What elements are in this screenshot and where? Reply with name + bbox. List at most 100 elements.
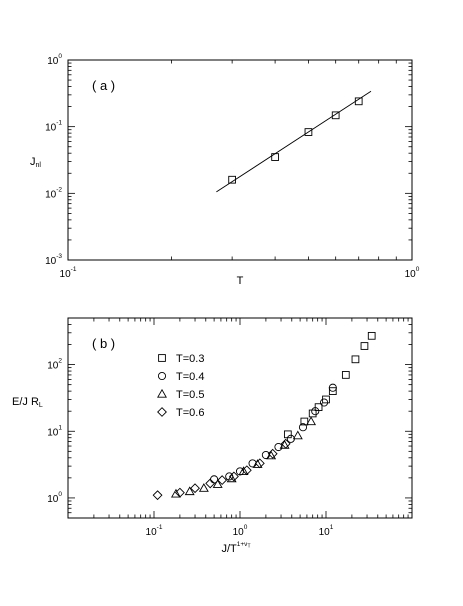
- data-point: [254, 458, 265, 469]
- data-point: [300, 417, 309, 426]
- data-point: [283, 430, 292, 439]
- tick-label-base: 10: [47, 56, 59, 67]
- data-point: [228, 471, 239, 482]
- tick-label-exponent: 0: [244, 524, 248, 531]
- tick-label-base: 10: [47, 361, 59, 372]
- y-axis-label-subscript: nl: [36, 162, 42, 169]
- legend: T=0.3 T=0.4 T=0.5 T=0.6: [157, 353, 204, 419]
- data-point: [152, 490, 163, 501]
- tick-label: 100: [47, 491, 62, 505]
- data-point: [261, 450, 270, 460]
- data-point: [238, 466, 249, 476]
- tick-label: 102: [47, 358, 62, 372]
- data-point: [292, 430, 303, 440]
- data-point: [212, 479, 223, 488]
- data-point: [320, 398, 329, 407]
- data-point: [241, 465, 252, 476]
- tick-marks: [67, 317, 413, 519]
- data-point: [328, 383, 337, 392]
- x-axis-label-superscript: 1+ν: [237, 541, 248, 548]
- tick-label-base: 10: [146, 527, 158, 538]
- tick-label-base: 10: [45, 189, 57, 200]
- tick-label-base: 10: [319, 527, 331, 538]
- data-point: [304, 128, 313, 136]
- legend-label: T=0.5: [176, 389, 204, 401]
- data-point: [274, 442, 283, 452]
- tick-label-base: 10: [47, 427, 59, 438]
- tick-label: 10-3: [45, 253, 62, 267]
- data-marks: [216, 90, 372, 193]
- y-axis-label-main: E/J R: [12, 396, 39, 408]
- tick-label: 10-2: [45, 186, 62, 200]
- tick-label: 10-1: [45, 120, 62, 134]
- legend-label: T=0.6: [176, 407, 204, 419]
- tick-label-exponent: -2: [56, 186, 62, 193]
- data-marks: [152, 331, 376, 501]
- data-point: [360, 342, 369, 350]
- data-point: [298, 423, 308, 432]
- tick-marks: [67, 59, 413, 261]
- data-point: [354, 97, 363, 106]
- tick-label-exponent: 2: [58, 358, 62, 365]
- data-point: [174, 487, 185, 498]
- x-axis-label-superscript-subscript: T: [247, 544, 250, 550]
- tick-label: 100: [405, 266, 420, 280]
- tick-label-base: 10: [45, 123, 57, 134]
- tick-label: 101: [319, 524, 334, 538]
- data-point: [190, 483, 200, 494]
- y-axis-label-main: J: [30, 156, 36, 168]
- data-point: [311, 407, 320, 416]
- tick-label-base: 10: [60, 269, 72, 280]
- data-point: [341, 371, 350, 379]
- data-point: [226, 473, 237, 483]
- data-point: [228, 175, 236, 184]
- tick-label-base: 10: [47, 494, 59, 505]
- tick-label: 101: [47, 424, 62, 438]
- tick-label: 10-1: [146, 524, 163, 538]
- tick-label: 100: [233, 524, 248, 538]
- data-point: [205, 478, 216, 489]
- data-point: [198, 483, 209, 492]
- legend-marker: [158, 354, 166, 362]
- data-point: [280, 438, 291, 449]
- data-point: [367, 331, 376, 340]
- tick-label-exponent: -1: [56, 120, 62, 127]
- panel-label: ( b ): [92, 336, 115, 351]
- x-axis-label: T: [237, 275, 244, 287]
- data-point: [170, 488, 181, 498]
- tick-label-exponent: 0: [58, 491, 62, 498]
- fit-line: [216, 90, 372, 193]
- panel-label: ( a ): [92, 78, 115, 93]
- tick-label-base: 10: [405, 269, 417, 280]
- tick-label-exponent: 0: [58, 53, 62, 60]
- legend-marker: [157, 371, 167, 381]
- data-point: [328, 387, 337, 395]
- legend-label: T=0.3: [176, 353, 204, 365]
- tick-label-base: 10: [233, 527, 245, 538]
- x-axis-label: J/T1+νT: [221, 541, 250, 555]
- tick-label-base: 10: [45, 256, 57, 267]
- data-point: [308, 409, 317, 418]
- data-point: [267, 448, 278, 459]
- data-point: [271, 153, 279, 161]
- y-axis-label-subscript: L: [39, 402, 43, 409]
- plot-frame: [67, 59, 413, 261]
- legend-label: T=0.4: [176, 371, 204, 383]
- y-axis-label: Jnl: [30, 156, 41, 169]
- legend-marker: [157, 388, 167, 398]
- tick-label: 100: [47, 53, 62, 67]
- tick-label: 10-1: [60, 266, 77, 280]
- legend-marker: [157, 407, 167, 417]
- tick-label-exponent: 1: [58, 424, 62, 431]
- data-point: [266, 450, 277, 460]
- data-point: [184, 486, 195, 496]
- tick-label-exponent: 1: [330, 524, 334, 531]
- tick-label-exponent: -1: [71, 266, 77, 273]
- data-point: [331, 111, 340, 120]
- tick-label-exponent: 0: [416, 266, 420, 273]
